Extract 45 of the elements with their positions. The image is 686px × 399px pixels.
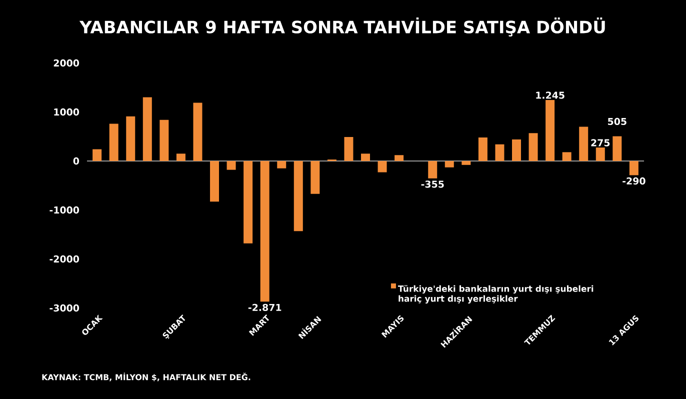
- bar: [226, 160, 236, 170]
- y-tick-label: -2000: [50, 255, 80, 263]
- bar: [344, 136, 354, 161]
- bar: [210, 160, 220, 202]
- bar: [562, 152, 572, 161]
- bar: [277, 160, 286, 168]
- bar: [142, 97, 152, 161]
- data-label: 275: [591, 139, 610, 146]
- bar: [596, 148, 605, 161]
- y-tick-label: 2000: [54, 59, 80, 67]
- data-label: -355: [421, 180, 444, 188]
- y-tick-label: 0: [73, 157, 80, 165]
- bar: [444, 160, 454, 168]
- bar: [92, 149, 102, 161]
- bar: [126, 116, 136, 161]
- bar: [361, 154, 370, 161]
- bar: [109, 124, 118, 161]
- y-tick-label: -3000: [50, 304, 80, 312]
- bar: [260, 160, 270, 302]
- legend-label: Türkiye'deki bankaların yurt dışı şubeleri hariç yurt dışı yerleşikler: [398, 285, 594, 304]
- bar: [394, 155, 404, 161]
- bar: [495, 144, 504, 161]
- data-label: -2.871: [248, 304, 282, 312]
- bar: [478, 137, 488, 161]
- bar: [612, 136, 622, 161]
- bar: [512, 139, 521, 161]
- bar: [193, 102, 202, 161]
- bar: [176, 154, 186, 161]
- bar: [579, 126, 588, 161]
- bar: [462, 160, 471, 165]
- bar: [528, 133, 538, 161]
- bar: [244, 160, 253, 244]
- data-label: -290: [622, 177, 646, 185]
- data-label: 505: [608, 118, 626, 126]
- bar: [428, 160, 438, 178]
- data-label: 1.245: [536, 92, 564, 99]
- bar: [160, 120, 169, 161]
- bar: [310, 160, 320, 194]
- y-tick-label: 1000: [54, 108, 80, 116]
- y-tick-label: -1000: [50, 206, 80, 214]
- bar: [546, 100, 555, 161]
- bar: [629, 160, 638, 176]
- bar: [294, 160, 303, 232]
- chart-title: YABANCILAR 9 HAFTA SONRA TAHVİLDE SATIŞA DÖNDÜ: [79, 17, 605, 36]
- bar: [378, 160, 387, 172]
